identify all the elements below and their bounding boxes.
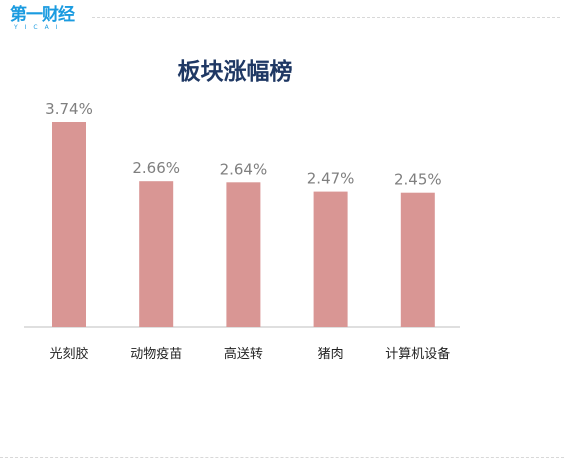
- category-label-1: 动物疫苗: [130, 346, 182, 362]
- data-label-2: 2.64%: [220, 160, 268, 178]
- bar-2: [226, 182, 261, 327]
- bottom-divider: [0, 457, 564, 458]
- bar-1: [139, 181, 174, 327]
- category-label-4: 计算机设备: [385, 346, 450, 362]
- yicai-logo: 第一财经 YICAI: [10, 6, 90, 36]
- logo-text: 第一财经: [10, 5, 75, 25]
- bar-0: [52, 122, 86, 327]
- logo-subtext: YICAI: [14, 24, 65, 31]
- category-label-0: 光刻胶: [49, 346, 88, 362]
- bar-4: [400, 192, 435, 327]
- category-label-2: 高送转: [224, 346, 263, 362]
- bar-3: [313, 191, 348, 327]
- chart-title: 板块涨幅榜: [177, 59, 293, 85]
- top-divider: [92, 17, 560, 18]
- data-label-1: 2.66%: [132, 159, 180, 177]
- data-label-4: 2.45%: [394, 171, 442, 189]
- data-label-3: 2.47%: [307, 170, 355, 188]
- data-label-0: 3.74%: [45, 100, 93, 118]
- category-label-3: 猪肉: [318, 347, 344, 362]
